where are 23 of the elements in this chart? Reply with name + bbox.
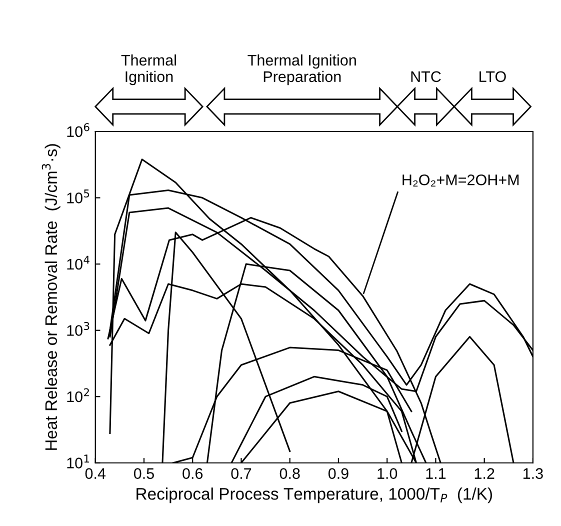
x-tick-label: 0.7 (231, 468, 252, 479)
text: Thermal Ignition (121, 54, 176, 86)
text: Thermal Ignition Preparation (248, 54, 356, 86)
x-axis-title: Reciprocal Process Temperature, 1000/T$_{P}$ (1/K) (136, 488, 492, 504)
y-tick-label: 10$^{3}$ (67, 322, 90, 336)
x-tick-label: 1.2 (474, 468, 494, 479)
x-tick-label: 0.6 (182, 468, 203, 479)
x-tick-label: 1.3 (523, 468, 543, 479)
y-tick-label: 10$^{5}$ (67, 190, 90, 204)
x-tick-label: 1.0 (378, 468, 398, 479)
text: NTC (411, 71, 441, 82)
x-tick-label: 0.9 (328, 468, 348, 479)
text: LTO (480, 71, 506, 82)
y-tick-label: 10$^{2}$ (67, 388, 89, 402)
x-tick-label: 1.1 (426, 468, 446, 479)
y-tick-label: 10$^{6}$ (67, 123, 90, 138)
annotation: H₂O₂+M=2OH+M (402, 174, 519, 186)
x-tick-label: 0.4 (85, 468, 106, 479)
y-tick-label: 10$^{4}$ (67, 256, 90, 270)
x-tick-label: 0.5 (134, 468, 154, 479)
y-axis-title: Heat Release or Removal Rate (J/cm$^{3}$·s) (42, 144, 60, 450)
y-tick-label: 10$^{1}$ (67, 454, 90, 468)
x-tick-label: 0.8 (280, 468, 300, 479)
